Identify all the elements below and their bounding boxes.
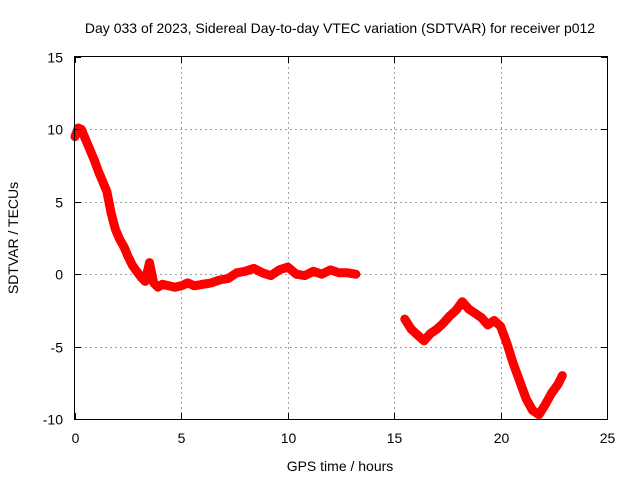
data-point xyxy=(300,271,309,280)
data-point xyxy=(432,325,441,334)
data-point xyxy=(102,187,111,196)
data-point xyxy=(183,278,192,287)
data-point xyxy=(119,242,128,251)
series-layer xyxy=(70,123,567,420)
data-point xyxy=(558,371,567,380)
data-point xyxy=(158,280,167,289)
data-point xyxy=(124,252,133,261)
data-point xyxy=(266,271,275,280)
data-point xyxy=(85,145,94,154)
data-point xyxy=(136,273,145,282)
data-point xyxy=(413,331,422,340)
data-point xyxy=(232,268,241,277)
data-point xyxy=(292,270,301,279)
data-point xyxy=(128,261,137,270)
data-point xyxy=(419,336,428,345)
data-point xyxy=(94,167,103,176)
x-tick-label: 15 xyxy=(387,430,403,446)
data-point xyxy=(534,410,543,419)
data-point xyxy=(275,265,284,274)
data-point xyxy=(528,406,537,415)
x-tick-label: 10 xyxy=(281,430,297,446)
data-point xyxy=(547,388,556,397)
data-point xyxy=(115,235,124,244)
data-point xyxy=(207,278,216,287)
data-point xyxy=(496,322,505,331)
data-point xyxy=(400,315,409,324)
data-point xyxy=(309,267,318,276)
series-band xyxy=(400,297,567,420)
data-point xyxy=(241,267,250,276)
y-tick-label: -5 xyxy=(51,340,64,356)
data-point xyxy=(317,270,326,279)
y-tick-label: 0 xyxy=(55,267,63,283)
data-point xyxy=(177,281,186,290)
data-point xyxy=(445,312,454,321)
data-point xyxy=(81,135,90,144)
data-point xyxy=(483,320,492,329)
series-1 xyxy=(400,297,567,420)
data-point xyxy=(107,209,116,218)
data-point xyxy=(502,339,511,348)
x-tick-label: 0 xyxy=(72,430,80,446)
data-point xyxy=(249,264,258,273)
data-point xyxy=(407,325,416,334)
data-point xyxy=(471,309,480,318)
data-point xyxy=(132,267,141,276)
data-point xyxy=(515,377,524,386)
data-point xyxy=(458,297,467,306)
data-point xyxy=(541,400,550,409)
y-tick-label: 15 xyxy=(47,50,63,66)
data-point xyxy=(145,258,154,267)
data-point xyxy=(326,265,335,274)
data-point xyxy=(171,283,180,292)
y-tick-label: 5 xyxy=(55,195,63,211)
series-0 xyxy=(70,123,361,292)
ticks: 0 5 10 15 20 25 -10 -5 0 5 10 15 xyxy=(43,50,616,447)
data-point xyxy=(522,394,531,403)
data-point xyxy=(351,270,360,279)
data-point xyxy=(258,268,267,277)
grid xyxy=(75,57,607,419)
data-point xyxy=(98,177,107,186)
y-axis-label: SDTVAR / TECUs xyxy=(5,182,21,294)
data-point xyxy=(224,274,233,283)
x-tick-label: 25 xyxy=(600,430,616,446)
x-tick-label: 5 xyxy=(178,430,186,446)
data-point xyxy=(334,268,343,277)
series-band xyxy=(70,123,361,292)
data-point xyxy=(426,329,435,338)
data-point xyxy=(451,306,460,315)
data-point xyxy=(164,281,173,290)
data-point xyxy=(149,278,158,287)
data-point xyxy=(464,304,473,313)
x-tick-label: 20 xyxy=(494,430,510,446)
data-point xyxy=(141,277,150,286)
data-point xyxy=(190,281,199,290)
data-point xyxy=(215,275,224,284)
data-point xyxy=(153,283,162,292)
data-point xyxy=(198,280,207,289)
data-point xyxy=(439,319,448,328)
data-point xyxy=(90,155,99,164)
plot-frame xyxy=(74,56,608,420)
data-point xyxy=(111,225,120,234)
data-point xyxy=(490,316,499,325)
x-axis-label: GPS time / hours xyxy=(287,458,394,474)
data-point xyxy=(283,262,292,271)
chart-title: Day 033 of 2023, Sidereal Day-to-day VTE… xyxy=(85,20,595,36)
y-tick-label: -10 xyxy=(43,412,63,428)
data-point xyxy=(509,359,518,368)
data-point xyxy=(554,380,563,389)
data-point xyxy=(477,313,486,322)
data-point xyxy=(343,268,352,277)
y-tick-label: 10 xyxy=(47,122,63,138)
